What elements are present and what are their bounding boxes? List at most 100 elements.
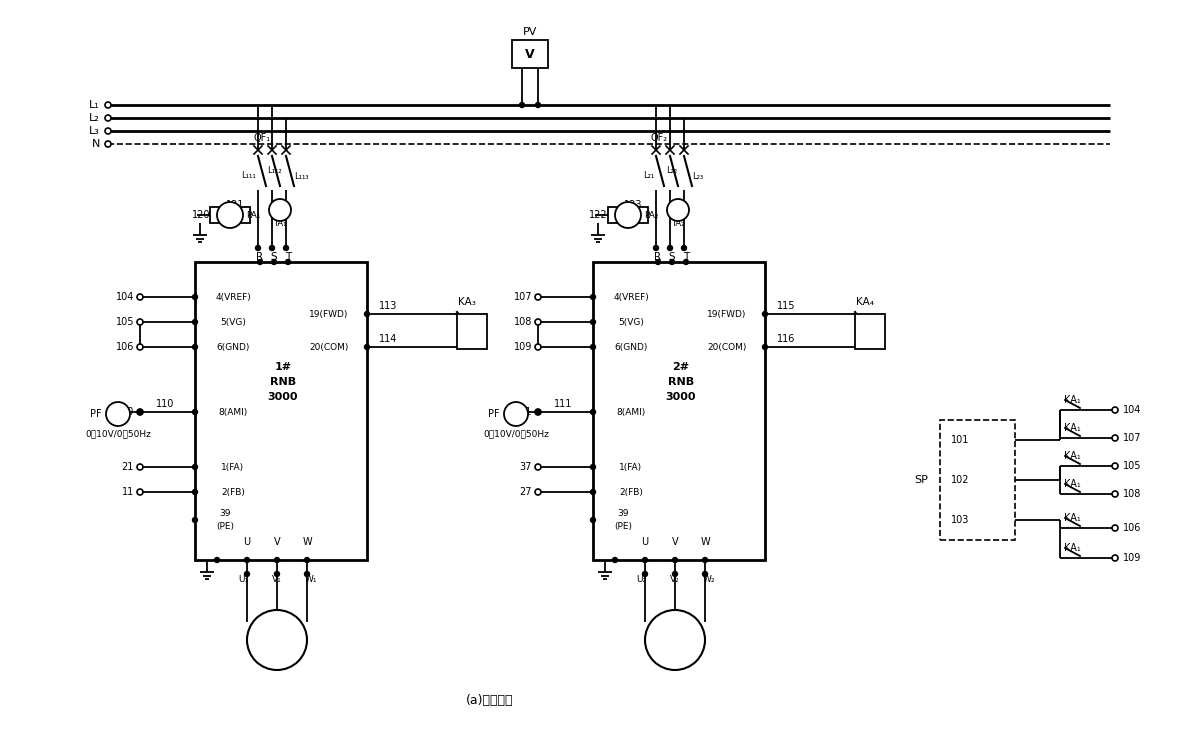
Text: 108: 108 — [1123, 489, 1142, 499]
Circle shape — [535, 294, 541, 300]
Text: 110: 110 — [156, 399, 174, 409]
Circle shape — [284, 246, 288, 251]
Circle shape — [535, 103, 540, 107]
Circle shape — [244, 557, 249, 562]
Circle shape — [668, 246, 672, 251]
Circle shape — [656, 260, 660, 264]
Circle shape — [1112, 555, 1118, 561]
Circle shape — [192, 409, 198, 414]
Circle shape — [192, 295, 198, 300]
Bar — [608, 207, 648, 223]
Text: 4(VREF): 4(VREF) — [613, 292, 648, 301]
Text: 2(FB): 2(FB) — [619, 488, 642, 497]
Circle shape — [672, 557, 677, 562]
Text: 3～: 3～ — [669, 643, 682, 653]
Circle shape — [105, 102, 111, 108]
Text: 20(COM): 20(COM) — [707, 343, 746, 352]
Circle shape — [137, 319, 143, 325]
Text: S: S — [669, 252, 676, 262]
Text: S: S — [271, 252, 278, 262]
Circle shape — [763, 312, 768, 317]
Circle shape — [672, 571, 677, 576]
Text: 103: 103 — [951, 515, 969, 525]
Text: L₁: L₁ — [89, 100, 100, 110]
Text: 111: 111 — [514, 407, 532, 417]
Circle shape — [105, 141, 111, 147]
Text: QF₂: QF₂ — [651, 133, 669, 143]
Text: T: T — [683, 252, 689, 262]
Text: 6(GND): 6(GND) — [614, 343, 647, 352]
Text: 105: 105 — [116, 317, 134, 327]
Text: (a)一次电路: (a)一次电路 — [466, 693, 514, 707]
Text: 104: 104 — [1123, 405, 1142, 415]
Circle shape — [763, 345, 768, 349]
Circle shape — [137, 409, 143, 414]
Text: 115: 115 — [777, 301, 795, 311]
Bar — [855, 314, 884, 349]
Text: 122: 122 — [589, 210, 608, 220]
Text: 1(FA): 1(FA) — [222, 462, 244, 471]
Circle shape — [269, 246, 274, 251]
Text: 19(FWD): 19(FWD) — [309, 309, 349, 318]
Circle shape — [215, 557, 219, 562]
Circle shape — [137, 409, 143, 415]
Text: 2M: 2M — [665, 625, 685, 639]
Circle shape — [192, 517, 198, 522]
Circle shape — [304, 557, 310, 562]
Text: L₃: L₃ — [89, 126, 100, 136]
Circle shape — [192, 489, 198, 494]
Text: N: N — [92, 139, 100, 149]
Text: V: V — [274, 537, 280, 547]
Text: (PE): (PE) — [614, 522, 632, 531]
Circle shape — [1112, 491, 1118, 497]
Text: SP: SP — [914, 475, 929, 485]
Text: 1#: 1# — [274, 362, 292, 372]
Text: 116: 116 — [777, 334, 795, 344]
Circle shape — [1112, 525, 1118, 531]
Circle shape — [274, 557, 279, 562]
Text: R: R — [256, 252, 263, 262]
Text: 107: 107 — [514, 292, 532, 302]
Text: 37: 37 — [520, 462, 532, 472]
Circle shape — [642, 571, 647, 576]
Text: KA₃: KA₃ — [458, 297, 476, 307]
Text: 19(FWD): 19(FWD) — [707, 309, 746, 318]
Text: 120: 120 — [192, 210, 210, 220]
Circle shape — [365, 345, 370, 349]
Text: W: W — [700, 537, 709, 547]
Bar — [940, 420, 1016, 540]
Circle shape — [274, 571, 279, 576]
Text: PV: PV — [523, 27, 538, 37]
Circle shape — [520, 103, 524, 107]
Text: 6(GND): 6(GND) — [216, 343, 249, 352]
Circle shape — [217, 202, 243, 228]
Text: L₁₁₁: L₁₁₁ — [241, 170, 256, 180]
Text: KA₁: KA₁ — [1063, 479, 1080, 489]
Text: 1M: 1M — [267, 625, 287, 639]
Text: W₂: W₂ — [703, 576, 715, 585]
Bar — [195, 262, 367, 560]
Text: 20(COM): 20(COM) — [309, 343, 349, 352]
Circle shape — [702, 557, 708, 562]
Text: 106: 106 — [1123, 523, 1142, 533]
Text: 109: 109 — [1123, 553, 1142, 563]
Text: 5(VG): 5(VG) — [221, 317, 246, 326]
Circle shape — [1112, 463, 1118, 469]
Bar — [513, 40, 548, 68]
Circle shape — [244, 571, 249, 576]
Text: A: A — [225, 209, 235, 221]
Circle shape — [590, 320, 596, 325]
Text: Hz: Hz — [510, 409, 522, 419]
Text: U₂: U₂ — [637, 576, 646, 585]
Circle shape — [137, 464, 143, 470]
Text: 2#: 2# — [672, 362, 689, 372]
Circle shape — [1112, 435, 1118, 441]
Circle shape — [192, 345, 198, 349]
Circle shape — [137, 489, 143, 495]
Circle shape — [137, 344, 143, 350]
Text: 107: 107 — [1123, 433, 1142, 443]
Bar — [210, 207, 250, 223]
Circle shape — [590, 517, 596, 522]
Text: TA₂: TA₂ — [671, 218, 684, 227]
Text: 8(AMI): 8(AMI) — [218, 408, 248, 417]
